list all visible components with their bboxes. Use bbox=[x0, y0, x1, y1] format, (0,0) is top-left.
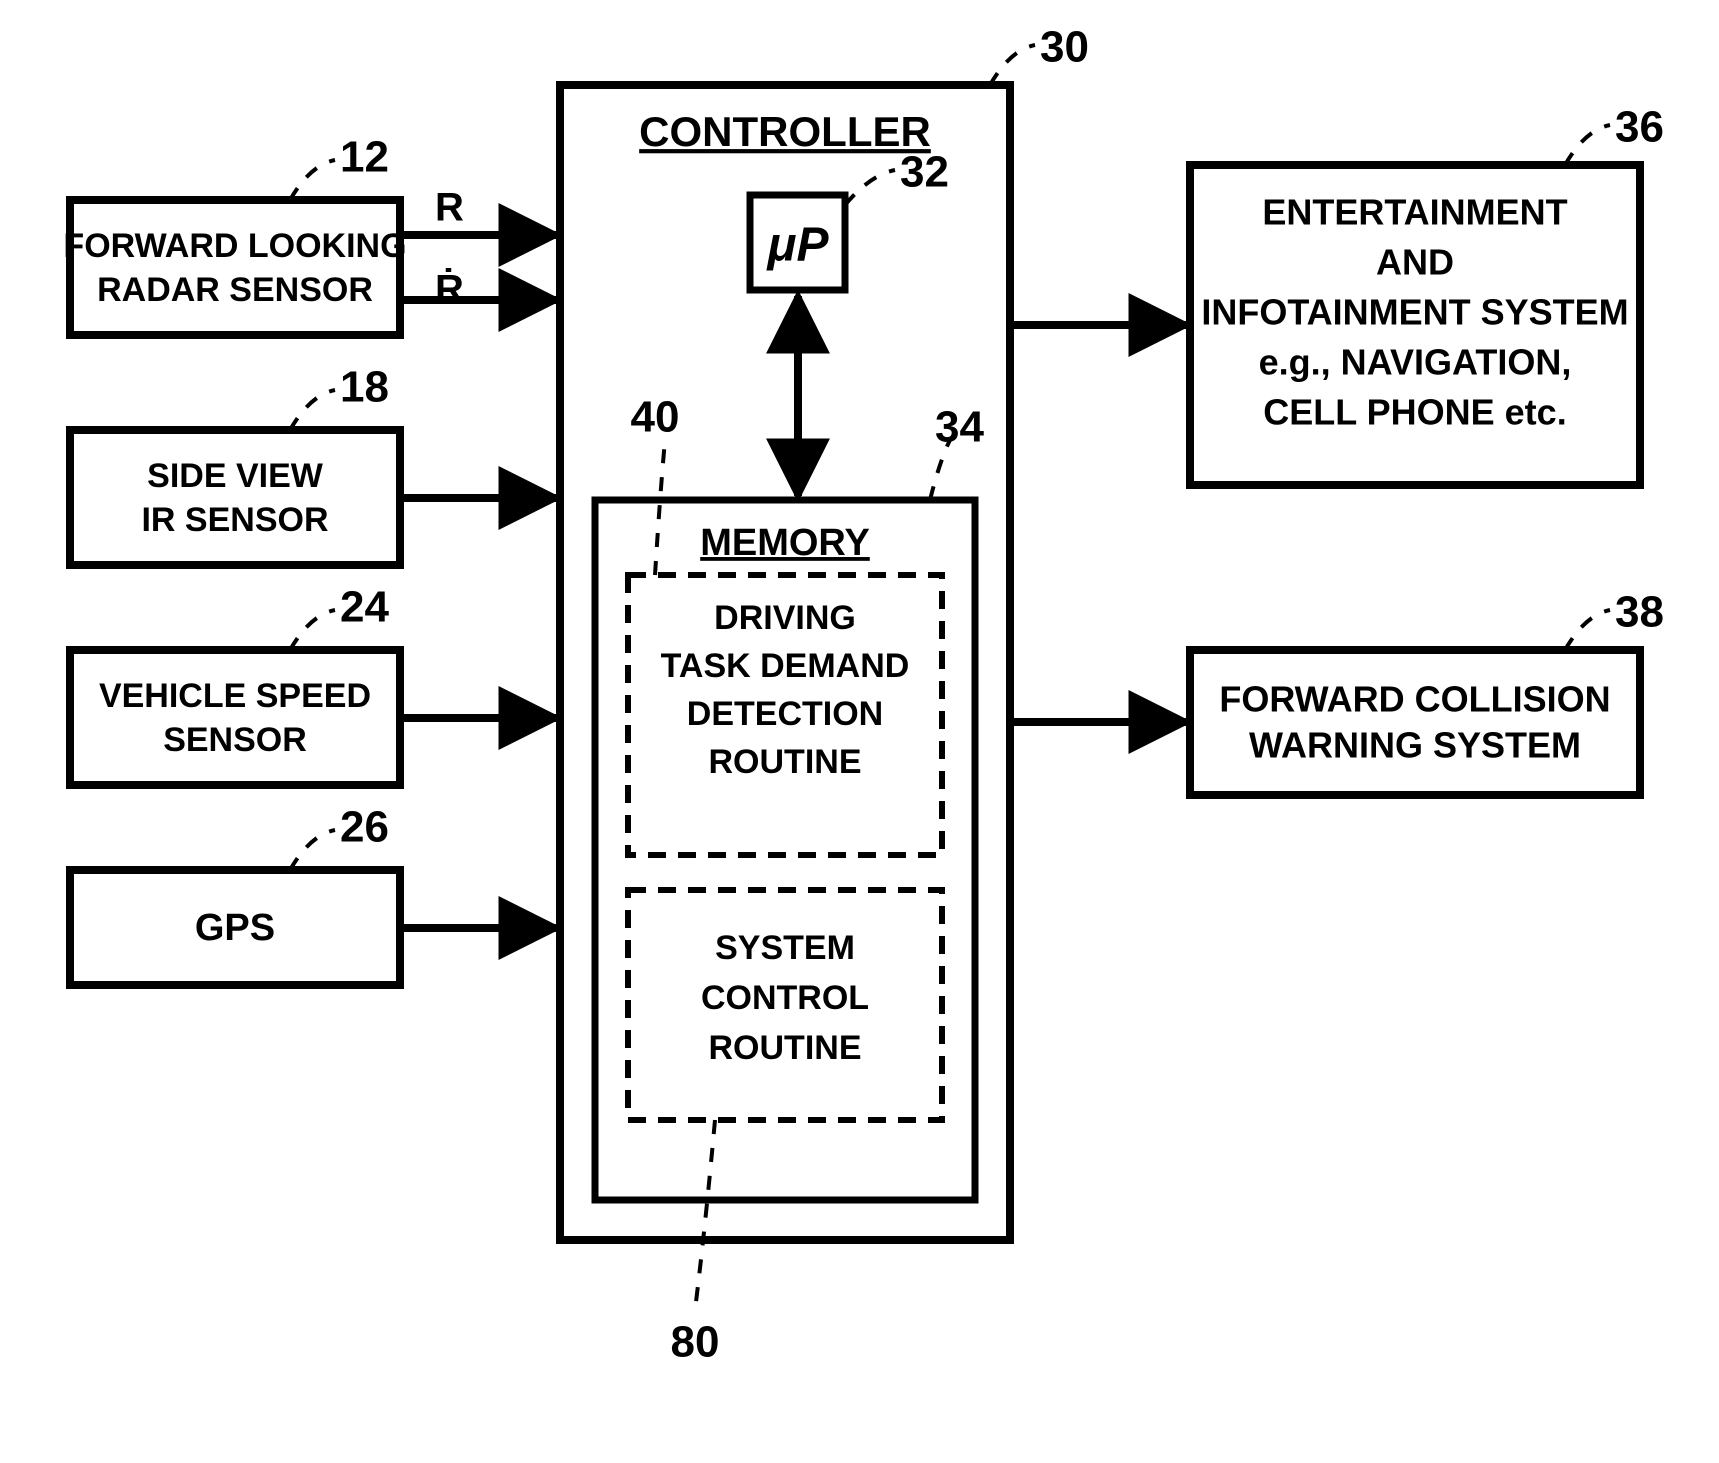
microprocessor-block: μP bbox=[750, 195, 845, 290]
signal-Rdot: Ṙ bbox=[435, 268, 464, 312]
ent-l2: AND bbox=[1376, 242, 1454, 283]
fcw-l2: WARNING SYSTEM bbox=[1249, 725, 1581, 766]
fcw-block: FORWARD COLLISION WARNING SYSTEM bbox=[1190, 650, 1640, 795]
ent-l3: INFOTAINMENT SYSTEM bbox=[1201, 292, 1628, 333]
ref-12: 12 bbox=[340, 133, 389, 182]
ir-line1: SIDE VIEW bbox=[147, 457, 324, 495]
ref-32: 32 bbox=[900, 148, 949, 197]
ref-18: 18 bbox=[340, 363, 389, 412]
r1-l4: ROUTINE bbox=[709, 743, 862, 781]
fcw-l1: FORWARD COLLISION bbox=[1219, 679, 1610, 720]
leader-36 bbox=[1565, 125, 1610, 165]
ref-36: 36 bbox=[1615, 103, 1664, 152]
leader-38 bbox=[1565, 610, 1610, 650]
radar-line2: RADAR SENSOR bbox=[97, 271, 373, 309]
leader-18 bbox=[290, 390, 335, 430]
speed-line2: SENSOR bbox=[163, 721, 307, 759]
ir-sensor-block: SIDE VIEW IR SENSOR bbox=[70, 430, 400, 565]
leader-12 bbox=[290, 160, 335, 200]
forward-radar-block: FORWARD LOOKING RADAR SENSOR bbox=[63, 200, 406, 335]
ref-34: 34 bbox=[935, 403, 984, 452]
entertainment-block: ENTERTAINMENT AND INFOTAINMENT SYSTEM e.… bbox=[1190, 165, 1640, 485]
ref-80: 80 bbox=[671, 1318, 720, 1367]
ref-24: 24 bbox=[340, 583, 389, 632]
uP-label: μP bbox=[766, 219, 830, 272]
gps-block: GPS bbox=[70, 870, 400, 985]
leader-30 bbox=[990, 45, 1035, 85]
driving-routine-block: DRIVING TASK DEMAND DETECTION ROUTINE bbox=[628, 575, 942, 855]
ref-26: 26 bbox=[340, 803, 389, 852]
signal-R: R bbox=[435, 186, 464, 230]
leader-26 bbox=[290, 830, 335, 870]
controller-title: CONTROLLER bbox=[639, 108, 931, 155]
r1-l1: DRIVING bbox=[714, 599, 856, 637]
radar-line1: FORWARD LOOKING bbox=[63, 227, 406, 265]
system-control-routine-block: SYSTEM CONTROL ROUTINE bbox=[628, 890, 942, 1120]
ir-line2: IR SENSOR bbox=[141, 501, 328, 539]
gps-label: GPS bbox=[195, 907, 275, 949]
ent-l1: ENTERTAINMENT bbox=[1262, 192, 1567, 233]
ref-38: 38 bbox=[1615, 588, 1664, 637]
block-diagram: FORWARD LOOKING RADAR SENSOR SIDE VIEW I… bbox=[0, 0, 1719, 1463]
r2-l2: CONTROL bbox=[701, 979, 869, 1017]
r1-l2: TASK DEMAND bbox=[661, 647, 910, 685]
r2-l1: SYSTEM bbox=[715, 929, 855, 967]
ref-40: 40 bbox=[631, 393, 680, 442]
ent-l5: CELL PHONE etc. bbox=[1263, 392, 1566, 433]
leader-24 bbox=[290, 610, 335, 650]
r1-l3: DETECTION bbox=[687, 695, 883, 733]
memory-title: MEMORY bbox=[700, 522, 870, 564]
ent-l4: e.g., NAVIGATION, bbox=[1259, 342, 1572, 383]
r2-l3: ROUTINE bbox=[709, 1029, 862, 1067]
ref-30: 30 bbox=[1040, 23, 1089, 72]
speed-line1: VEHICLE SPEED bbox=[99, 677, 371, 715]
speed-sensor-block: VEHICLE SPEED SENSOR bbox=[70, 650, 400, 785]
